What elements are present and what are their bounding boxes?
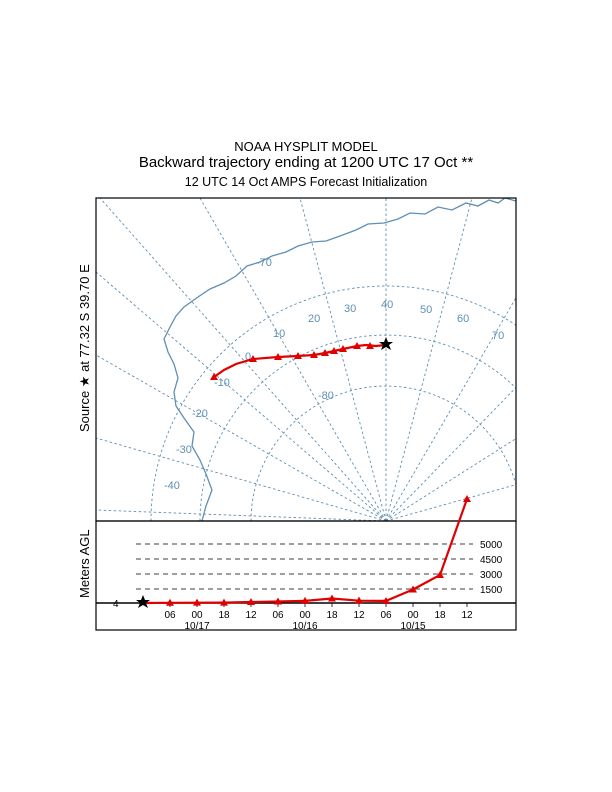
- height-point: [463, 495, 471, 502]
- meridian: [385, 386, 516, 521]
- hour-tick-label: 18: [434, 610, 446, 621]
- map-traj-marker: [210, 373, 218, 380]
- map-traj-marker: [274, 353, 282, 360]
- meridian: [299, 198, 387, 521]
- reference-lines: 1500 3000 4500 5000: [136, 540, 503, 596]
- hour-tick-label: 00: [299, 610, 311, 621]
- meridian: [96, 509, 387, 521]
- map-trajectory-line: [213, 343, 387, 378]
- lat-label: -30: [176, 444, 192, 456]
- map-traj-marker: [249, 355, 257, 362]
- map-grid: [96, 198, 516, 521]
- meridian: [96, 271, 387, 521]
- meridian: [385, 438, 516, 521]
- height-point: [166, 598, 174, 606]
- hour-tick-label: 00: [191, 610, 203, 621]
- hour-tick-label: 06: [164, 610, 176, 621]
- hour-tick-label: 12: [353, 610, 365, 621]
- height-point: [247, 597, 255, 605]
- model-title: NOAA HYSPLIT MODEL: [234, 139, 378, 154]
- map-traj-marker: [339, 345, 347, 352]
- lon-label: 70: [492, 330, 504, 342]
- hour-tick-label: 06: [272, 610, 284, 621]
- lon-label: 0: [245, 351, 251, 363]
- date-label: 10/15: [400, 621, 425, 632]
- lat-label: -20: [192, 408, 208, 420]
- height-point: [409, 585, 417, 593]
- map-frame: [95, 197, 517, 522]
- lat-label: -80: [318, 390, 334, 402]
- meridian: [385, 198, 473, 521]
- height-point: [382, 596, 390, 604]
- height-series: [142, 495, 471, 606]
- map-source-star: [379, 337, 393, 350]
- initialization-subtitle: 12 UTC 14 Oct AMPS Forecast Initializati…: [184, 175, 428, 189]
- date-label: 10/17: [184, 621, 209, 632]
- map-traj-marker: [294, 352, 302, 359]
- coastline: [163, 198, 516, 521]
- height-point: [436, 571, 444, 578]
- hour-tick-label: 12: [461, 610, 473, 621]
- height-frame: [95, 520, 517, 631]
- hour-tick-label: 18: [218, 610, 230, 621]
- lon-label: 30: [344, 303, 356, 315]
- height-series-line: [142, 498, 469, 605]
- lon-label: 50: [420, 304, 432, 316]
- lon-label: 40: [381, 299, 393, 311]
- hour-tick-label: 06: [380, 610, 392, 621]
- lon-label: 60: [457, 313, 469, 325]
- map-traj-marker: [330, 347, 338, 354]
- height-axis-label: Meters AGL: [77, 529, 92, 598]
- hour-tick-label: 00: [407, 610, 419, 621]
- meridian: [385, 296, 516, 521]
- height-point: [328, 594, 336, 602]
- source-location-label: Source ★ at 77.32 S 39.70 E: [77, 264, 92, 432]
- height-point: [355, 596, 363, 604]
- height-point: [193, 598, 201, 606]
- map-trajectory-markers: [210, 342, 374, 380]
- height-point: [274, 597, 282, 605]
- height-point: [220, 598, 228, 606]
- meridian: [199, 198, 387, 521]
- lon-label: 10: [273, 328, 285, 340]
- ref-label-1500: 1500: [480, 585, 503, 596]
- height-source-star: [136, 595, 150, 608]
- lat-label: -70: [256, 257, 272, 269]
- map-traj-marker: [353, 342, 361, 349]
- meridian: [96, 437, 387, 521]
- height-point: [301, 596, 309, 604]
- meridian: [96, 354, 387, 521]
- lon-label: 20: [308, 313, 320, 325]
- hour-tick-label: 18: [326, 610, 338, 621]
- ref-label-5000: 5000: [480, 540, 503, 551]
- ref-label-3000: 3000: [480, 570, 503, 581]
- map-traj-marker: [366, 342, 374, 349]
- ref-label-4500: 4500: [480, 555, 503, 566]
- date-labels: 10/17 10/16 10/15: [184, 621, 425, 632]
- hour-tick-label: 12: [245, 610, 257, 621]
- meridian: [385, 484, 516, 521]
- left-marker-label: 4: [113, 599, 119, 610]
- hour-ticks: 06 00 18 12 06 00 18 12 06 00 18 12: [164, 603, 473, 621]
- lat-circle-70: [150, 285, 516, 521]
- meridian: [99, 198, 387, 521]
- map-traj-marker: [310, 351, 318, 358]
- trajectory-title: Backward trajectory ending at 1200 UTC 1…: [138, 154, 474, 171]
- date-label: 10/16: [292, 621, 317, 632]
- lat-label: -40: [164, 480, 180, 492]
- map-traj-marker: [321, 349, 329, 356]
